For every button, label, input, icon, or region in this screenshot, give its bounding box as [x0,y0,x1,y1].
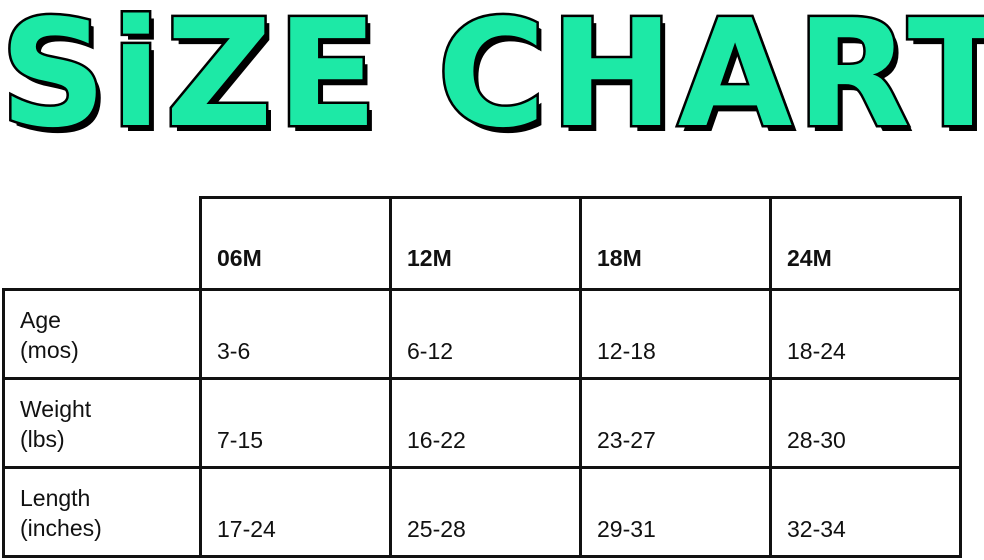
table-cell: 16-22 [389,377,582,469]
size-table: 06M 12M 18M 24M Age (mos) 3-6 6-12 12-18… [2,196,962,558]
table-cell: 18-24 [769,288,962,380]
column-header: 12M [389,196,582,291]
table-row: Weight (lbs) 7-15 16-22 23-27 28-30 [2,377,962,469]
corner-cell [3,197,202,291]
table-cell: 6-12 [389,288,582,380]
table-cell: 12-18 [579,288,772,380]
table-cell: 32-34 [769,466,962,558]
table-header-row: 06M 12M 18M 24M [3,196,962,291]
column-header: 24M [769,196,962,291]
table-cell: 28-30 [769,377,962,469]
row-label: Weight (lbs) [2,377,202,469]
column-header: 06M [199,196,392,291]
table-cell: 7-15 [199,377,392,469]
table-cell: 23-27 [579,377,772,469]
table-cell: 3-6 [199,288,392,380]
row-label: Length (inches) [2,466,202,558]
table-cell: 17-24 [199,466,392,558]
page-title: SiZE CHART [0,0,984,163]
table-cell: 25-28 [389,466,582,558]
column-header: 18M [579,196,772,291]
table-row: Length (inches) 17-24 25-28 29-31 32-34 [2,466,962,558]
table-row: Age (mos) 3-6 6-12 12-18 18-24 [2,288,962,380]
row-label: Age (mos) [2,288,202,380]
table-cell: 29-31 [579,466,772,558]
